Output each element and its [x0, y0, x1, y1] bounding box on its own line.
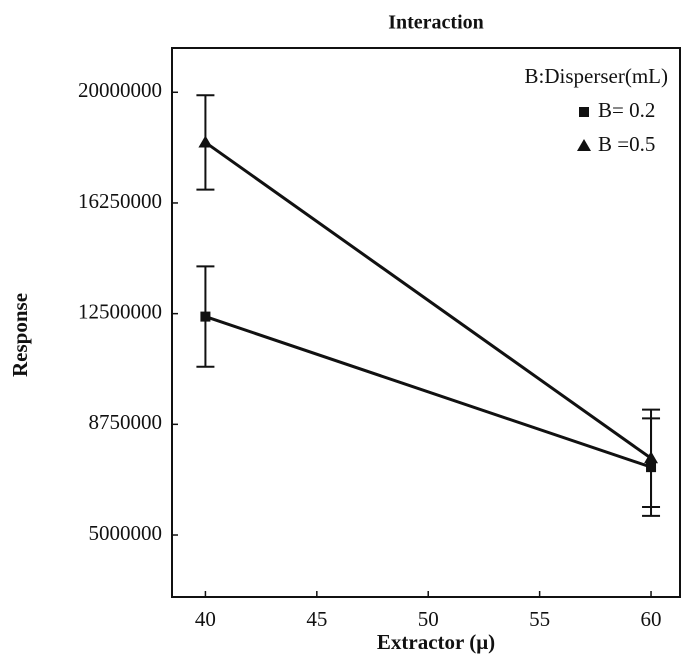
legend-label: B =0.5 — [598, 132, 655, 156]
x-tick-label: 45 — [306, 607, 327, 631]
x-axis-label: Extractor (μ) — [377, 630, 495, 654]
y-tick-label: 16250000 — [78, 189, 162, 213]
legend-label: B= 0.2 — [598, 98, 655, 122]
marker-square — [579, 107, 589, 117]
chart-title: Interaction — [388, 12, 484, 34]
marker-triangle — [644, 451, 659, 464]
y-axis-label: Response — [8, 293, 32, 377]
marker-triangle — [198, 135, 213, 148]
y-tick-label: 12500000 — [78, 299, 162, 323]
x-tick-label: 60 — [641, 607, 662, 631]
marker-square — [200, 311, 211, 322]
series-line — [204, 141, 652, 460]
series-line — [204, 315, 652, 469]
y-tick-label: 20000000 — [78, 78, 162, 102]
y-tick-label: 8750000 — [89, 410, 163, 434]
x-tick-label: 55 — [529, 607, 550, 631]
legend-title: B:Disperser(mL) — [525, 64, 668, 88]
x-tick-label: 40 — [195, 607, 216, 631]
y-tick-label: 5000000 — [89, 521, 163, 545]
x-tick-label: 50 — [418, 607, 439, 631]
marker-triangle — [577, 139, 591, 151]
plot-frame — [171, 47, 681, 598]
